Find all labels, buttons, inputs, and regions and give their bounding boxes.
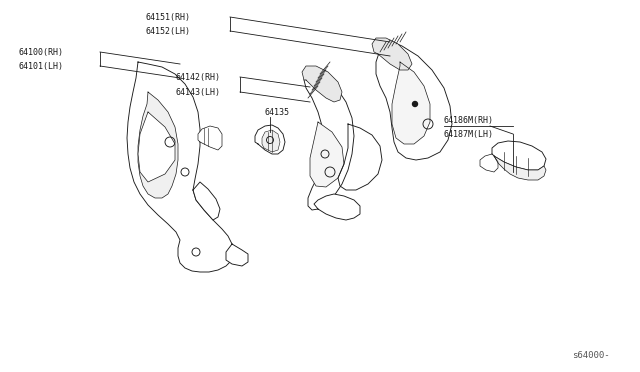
Polygon shape	[127, 62, 234, 272]
Polygon shape	[494, 156, 546, 180]
Polygon shape	[302, 66, 342, 102]
Polygon shape	[262, 130, 280, 152]
Text: 64143(LH): 64143(LH)	[175, 87, 220, 96]
Polygon shape	[314, 194, 360, 220]
Polygon shape	[372, 38, 412, 70]
Polygon shape	[198, 126, 222, 150]
Polygon shape	[338, 124, 382, 190]
Polygon shape	[376, 40, 452, 160]
Polygon shape	[304, 70, 354, 210]
Polygon shape	[392, 62, 430, 144]
Text: 64101(LH): 64101(LH)	[18, 61, 63, 71]
Text: 64151(RH): 64151(RH)	[145, 13, 190, 22]
Polygon shape	[310, 122, 344, 187]
Polygon shape	[255, 125, 285, 154]
Circle shape	[413, 102, 417, 106]
Polygon shape	[138, 112, 175, 182]
Polygon shape	[138, 92, 178, 198]
Text: 64100(RH): 64100(RH)	[18, 48, 63, 57]
Polygon shape	[193, 182, 220, 220]
Text: 64187M(LH): 64187M(LH)	[444, 129, 494, 138]
Text: 64142(RH): 64142(RH)	[175, 73, 220, 81]
Polygon shape	[226, 244, 248, 266]
Text: s64000-: s64000-	[572, 351, 610, 360]
Polygon shape	[480, 154, 498, 172]
Text: 64186M(RH): 64186M(RH)	[444, 115, 494, 125]
Text: 64152(LH): 64152(LH)	[145, 26, 190, 35]
Text: 64135: 64135	[265, 108, 290, 116]
Polygon shape	[492, 141, 546, 170]
